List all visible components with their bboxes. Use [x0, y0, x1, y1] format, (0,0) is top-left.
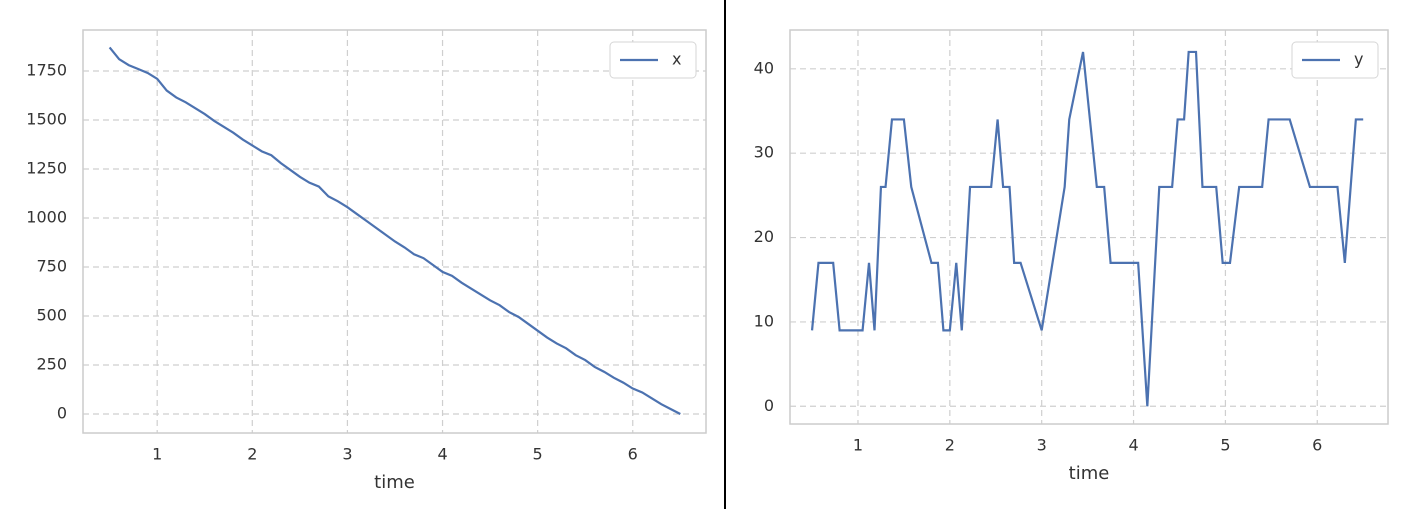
data-line	[810, 50, 1364, 407]
x-tick-label: 1	[853, 436, 863, 455]
y-tick-label: 0	[57, 403, 67, 422]
y-tick-label: 40	[754, 58, 774, 77]
y-tick-label: 500	[36, 305, 67, 324]
data-line	[108, 46, 681, 415]
x-tick-label: 3	[1037, 436, 1047, 455]
y-tick-label: 1250	[26, 158, 67, 177]
x-tick-label: 5	[533, 445, 543, 464]
y-tick-label: 250	[36, 354, 67, 373]
x-tick-label: 4	[1128, 436, 1138, 455]
x-tick-label: 2	[247, 445, 257, 464]
plot-frame	[789, 29, 1389, 425]
x-tick-label: 4	[437, 445, 447, 464]
y-tick-label: 30	[754, 143, 774, 162]
y-tick-label: 10	[754, 311, 774, 330]
x-tick-label: 2	[945, 436, 955, 455]
x-tick-label: 6	[1312, 436, 1322, 455]
legend-label: y	[1354, 50, 1363, 69]
y-tick-label: 1000	[26, 207, 67, 226]
y-tick-label: 1500	[26, 109, 67, 128]
y-tick-label: 20	[754, 227, 774, 246]
x-tick-label: 6	[628, 445, 638, 464]
x-axis-label: time	[374, 472, 415, 493]
legend-label: x	[672, 50, 681, 69]
y-tick-label: 0	[764, 396, 774, 415]
x-tick-label: 1	[152, 445, 162, 464]
x-tick-label: 5	[1220, 436, 1230, 455]
y-tick-label: 750	[36, 256, 67, 275]
x-tick-label: 3	[342, 445, 352, 464]
y-tick-label: 1750	[26, 60, 67, 79]
x-axis-label: time	[1069, 463, 1110, 484]
plot-frame	[82, 29, 707, 434]
